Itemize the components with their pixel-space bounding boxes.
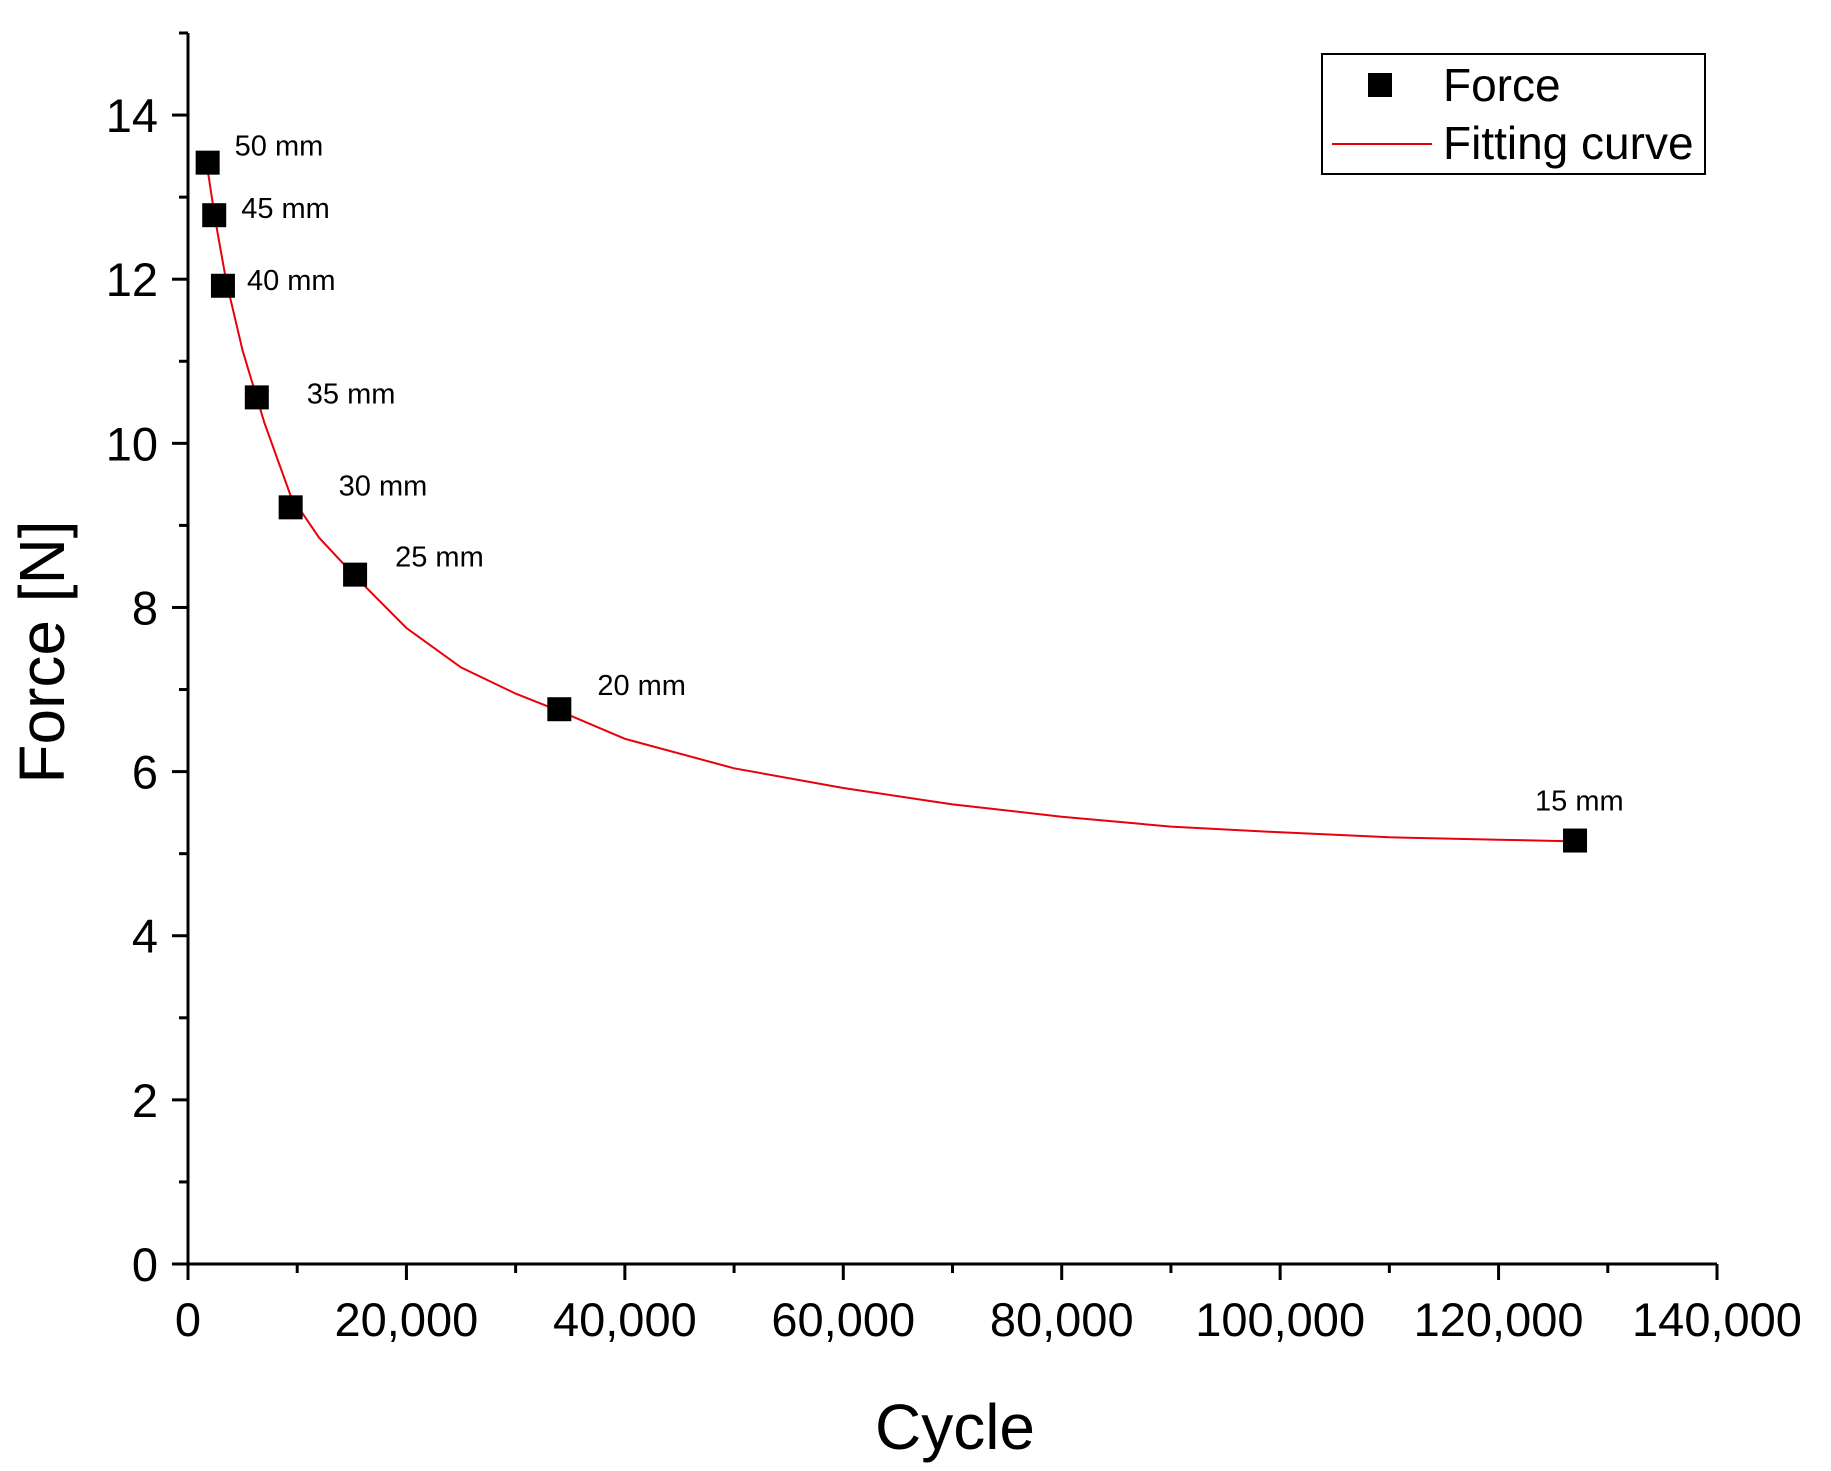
y-tick-label: 8 bbox=[132, 581, 158, 634]
x-tick-label: 40,000 bbox=[553, 1293, 697, 1346]
x-axis-title: Cycle bbox=[875, 1391, 1035, 1463]
force-point bbox=[195, 150, 220, 175]
x-tick-label: 120,000 bbox=[1414, 1293, 1584, 1346]
force-point bbox=[210, 273, 235, 298]
point-label: 15 mm bbox=[1535, 786, 1624, 818]
legend-fitting-curve-label: Fitting curve bbox=[1443, 117, 1694, 169]
x-tick-label: 100,000 bbox=[1195, 1293, 1365, 1346]
force-points-layer bbox=[195, 150, 1588, 853]
y-tick-label: 4 bbox=[132, 910, 158, 963]
x-tick-label: 140,000 bbox=[1632, 1293, 1802, 1346]
force-point bbox=[202, 203, 227, 228]
point-label: 45 mm bbox=[241, 193, 330, 225]
x-tick-label: 0 bbox=[175, 1293, 201, 1346]
point-label: 25 mm bbox=[395, 542, 484, 574]
point-label: 40 mm bbox=[247, 265, 336, 297]
x-axis-ticks: 0 20,000 40,000 60,000 80,000 100,000 120,000 1… bbox=[175, 1264, 1802, 1346]
y-axis-title: Force [N] bbox=[6, 520, 78, 783]
y-tick-label: 10 bbox=[106, 417, 158, 470]
axes bbox=[186, 33, 1717, 1266]
y-axis-ticks: 0 2 4 6 8 10 12 14 bbox=[106, 31, 188, 1291]
y-tick-label: 2 bbox=[132, 1074, 158, 1127]
x-tick-label: 20,000 bbox=[335, 1293, 479, 1346]
legend-force-marker bbox=[1368, 73, 1392, 97]
y-tick-label: 14 bbox=[106, 89, 158, 142]
y-tick-label: 6 bbox=[132, 746, 158, 799]
force-point bbox=[244, 385, 269, 410]
point-labels-layer: 50 mm 45 mm 40 mm 35 mm 30 mm 25 mm 20 mm 15 mm bbox=[235, 131, 1624, 818]
fitting-curve bbox=[206, 169, 1576, 843]
x-tick-label: 80,000 bbox=[990, 1293, 1134, 1346]
force-point bbox=[547, 697, 572, 722]
legend-force-label: Force bbox=[1443, 59, 1561, 111]
point-label: 50 mm bbox=[235, 131, 324, 163]
point-label: 20 mm bbox=[597, 670, 686, 702]
y-tick-label: 0 bbox=[132, 1238, 158, 1291]
force-point bbox=[278, 495, 303, 520]
point-label: 30 mm bbox=[339, 470, 428, 502]
x-tick-label: 60,000 bbox=[771, 1293, 915, 1346]
force-point bbox=[343, 562, 368, 587]
legend: Force Fitting curve bbox=[1321, 53, 1706, 175]
fitting-curve-layer bbox=[206, 169, 1576, 843]
force-point bbox=[1563, 828, 1588, 853]
y-tick-label: 12 bbox=[106, 253, 158, 306]
point-label: 35 mm bbox=[307, 378, 396, 410]
